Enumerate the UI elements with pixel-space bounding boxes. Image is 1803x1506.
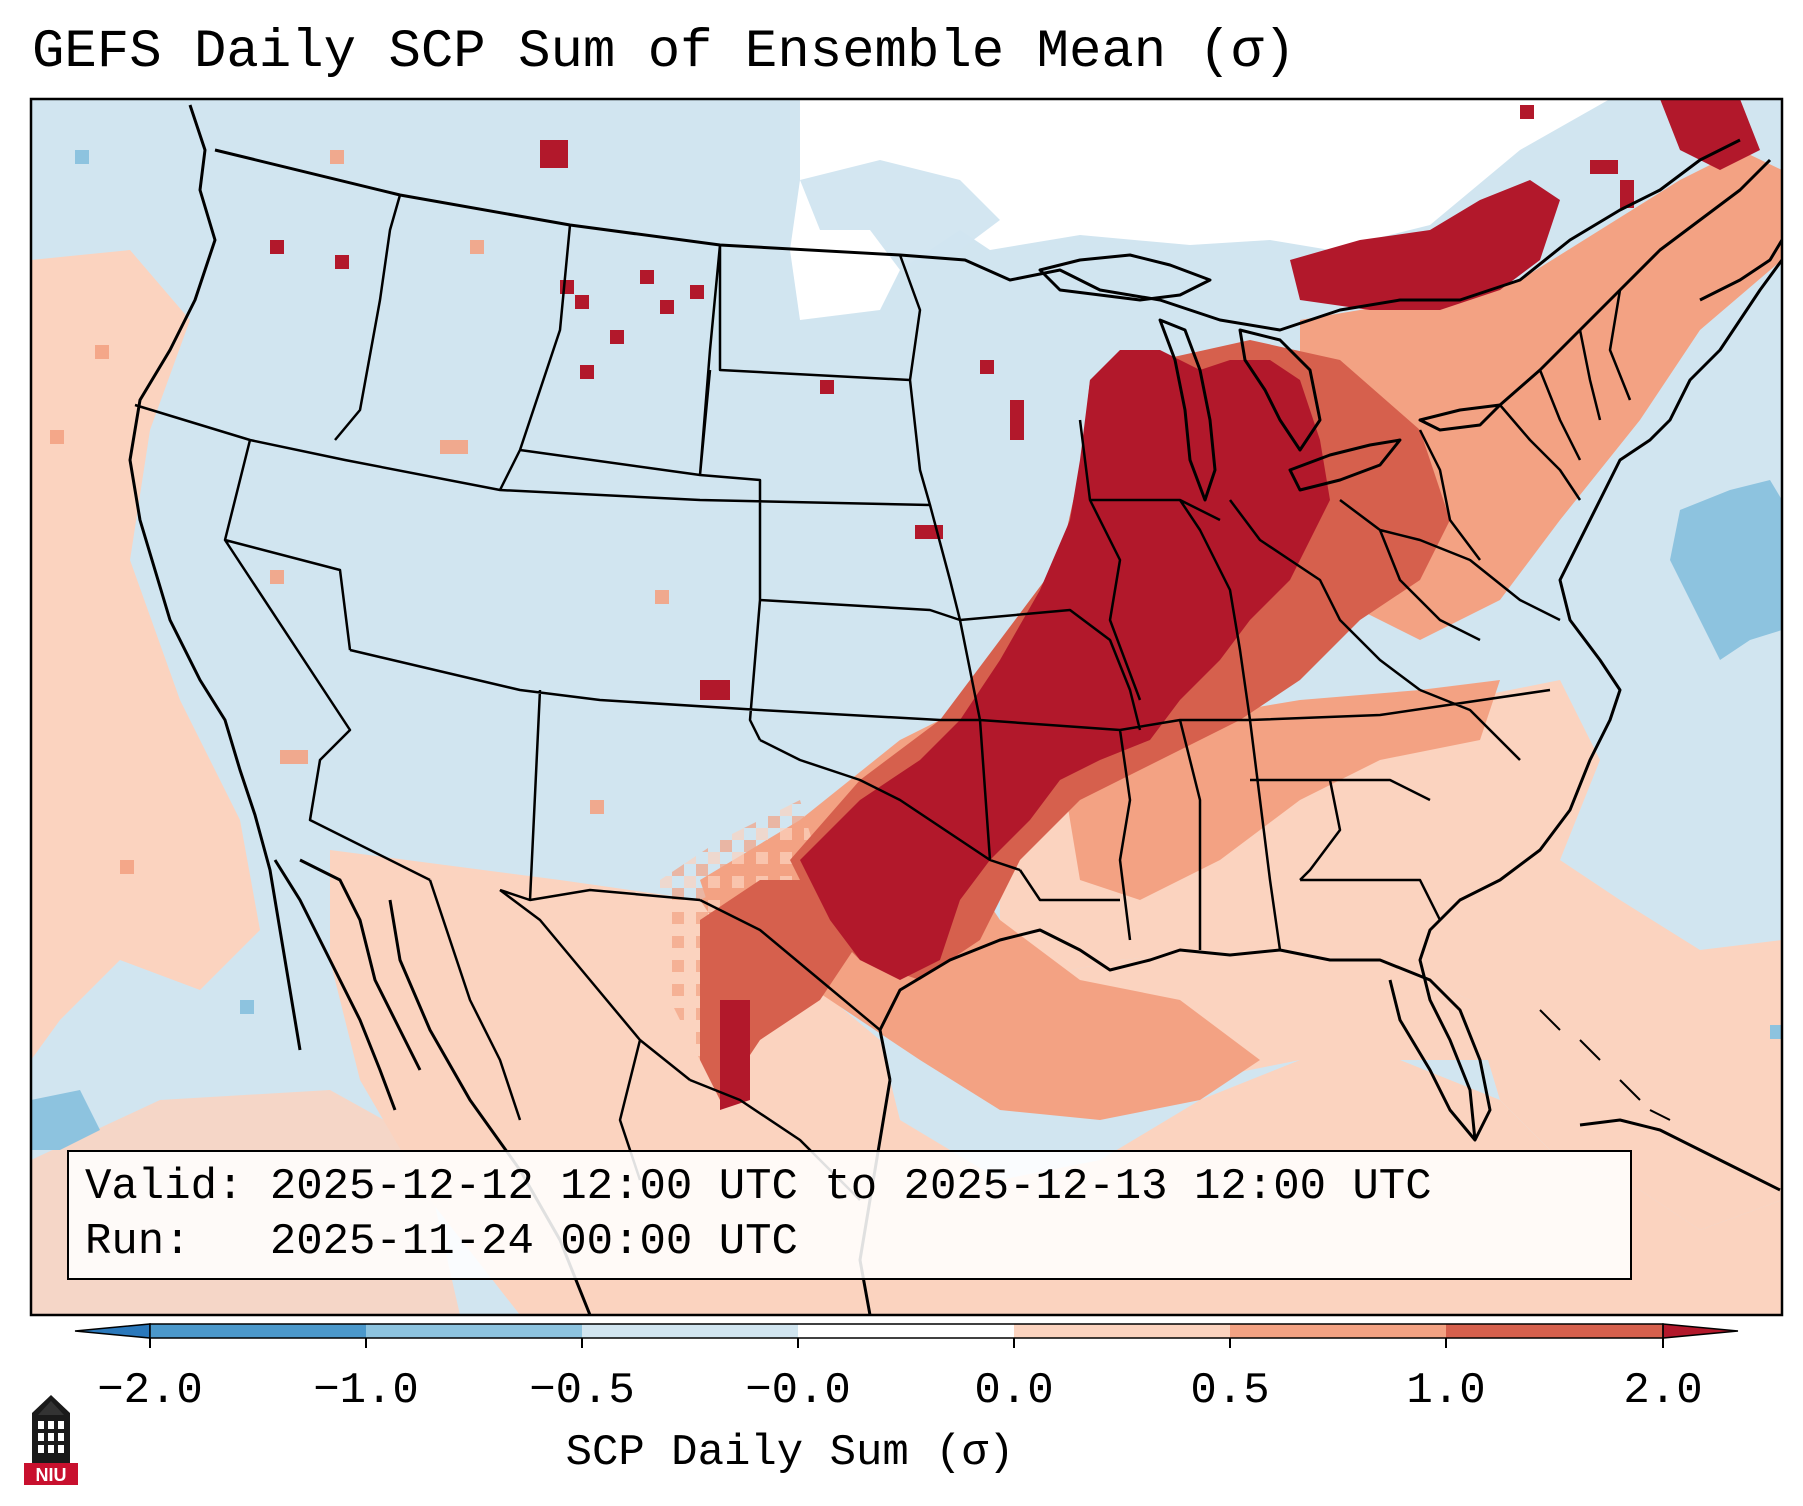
field-pos-southeast [1000,680,1600,1000]
colorbar-label: SCP Daily Sum (σ) [565,1428,1015,1478]
lake-michigan [1158,318,1217,502]
field-pos-pacific [31,250,260,1060]
colorbar-tick-label: 1.0 [1406,1366,1486,1416]
colorbar-seg-zero [798,1324,1014,1338]
run-time-line: Run: 2025-11-24 00:00 UTC [85,1217,798,1267]
colorbar-tick-label: −2.0 [97,1366,203,1416]
colorbar-tick-label: −0.5 [529,1366,635,1416]
map-frame [29,97,1784,1317]
state-borders [134,194,1632,951]
west-coastline [128,104,302,1051]
field-neg-cell [1770,1025,1782,1039]
colorbar-seg-1-2 [1446,1324,1663,1338]
colorbar-tick-label: 0.0 [974,1366,1054,1416]
bahamas [1539,1009,1671,1121]
lake-superior [1038,253,1212,302]
st-lawrence [1499,158,1772,407]
nova-scotia [1699,239,1782,302]
colorbar-seg-05-1 [1230,1324,1446,1338]
colorbar-tick-label: 0.5 [1190,1366,1270,1416]
field-neg-atlantic [1670,480,1782,660]
field-neg-cell [75,150,89,164]
valid-run-info-box: Valid: 2025-12-12 12:00 UTC to 2025-12-1… [67,1150,1632,1280]
colorbar [74,1323,1739,1348]
colorbar-extend-high [1662,1323,1739,1339]
mexico-state-borders [428,879,881,1201]
field-pos-core-quebec [1660,99,1760,170]
us-canada-border [214,138,1741,332]
colorbar-seg-n2-n1 [150,1324,366,1338]
colorbar-seg-n1-n05 [366,1324,582,1338]
lake-erie [1288,438,1402,492]
field-neg-canada-light [800,160,1000,270]
lake-huron [1238,328,1322,452]
baja-coastline [273,858,422,1111]
east-coastline [1418,259,1782,1141]
valid-time-line: Valid: 2025-12-12 12:00 UTC to 2025-12-1… [85,1162,1432,1212]
colorbar-seg-0-05 [1014,1324,1230,1338]
map-title: GEFS Daily SCP Sum of Ensemble Mean (σ) [32,22,1296,83]
field-scatter-west [270,105,1634,700]
field-pos-core-west-texas [720,1000,750,1110]
map-boundaries [128,104,1782,1315]
field-scatter-west-light [50,150,669,874]
colorbar-extend-low [74,1323,151,1339]
colorbar-tick-label: 2.0 [1623,1366,1703,1416]
lake-ontario [1418,403,1502,432]
cuba-outline [1579,1118,1781,1192]
colorbar-seg-n05-n0 [582,1324,798,1338]
field-neg-pacific-sw [31,1090,100,1150]
colorbar-tick-marks [149,1338,1664,1348]
niu-tower-icon: NIU [24,1395,78,1485]
field-zero-canada-2 [1270,99,1470,180]
colorbar-tick-label: −0.0 [745,1366,851,1416]
field-pos-atlantic [1470,860,1782,1230]
field-neg-cell [240,1000,254,1014]
logo-text: NIU [36,1465,67,1485]
field-pos-core-northeast [1290,180,1560,310]
colorbar-tick-label: −1.0 [313,1366,419,1416]
